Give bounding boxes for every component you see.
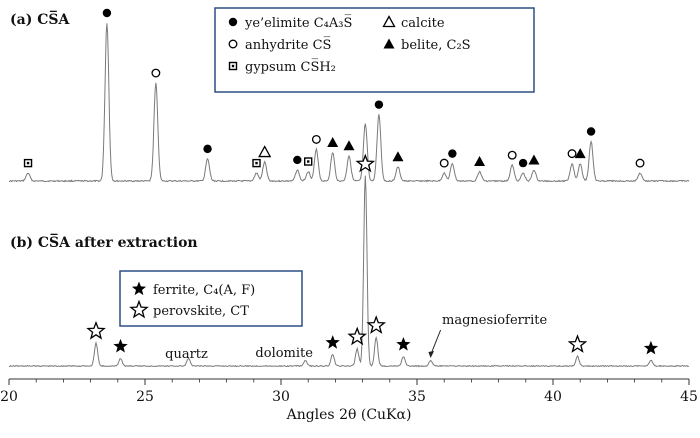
panel-b-trace — [8, 175, 690, 368]
peak-marker-open-circle-23 — [635, 158, 645, 168]
peak-marker-filled-star-4 — [325, 335, 340, 349]
peak-marker-filled-triangle-21 — [574, 148, 586, 159]
peak-marker-open-circle-2 — [151, 68, 161, 78]
panel-b-legend: ferrite, C₄(A, F) perovskite, CT — [129, 281, 255, 319]
x-tick-label-5: 45 — [680, 389, 698, 405]
legend-label-0: ye’elimite C₄A₃S̅ — [244, 15, 352, 31]
peak-marker-open-star-5 — [347, 326, 367, 346]
peak-marker-filled-star-8 — [396, 337, 411, 351]
panel-a-legend: ye’elimite C₄A₃S̅ anhydrite CS̅ gypsum CS̅… — [228, 15, 471, 75]
x-tick-label-0: 20 — [0, 389, 18, 405]
annotation-2: magnesioferrite — [442, 313, 547, 328]
peak-marker-filled-triangle-13 — [392, 151, 404, 162]
legend-open-circle-icon — [228, 39, 238, 49]
peak-marker-dotted-square-7 — [304, 157, 313, 166]
panel-b: (b) CS̅A after extraction ferrite, C₄(A,… — [8, 153, 690, 368]
legend-label-0: ferrite, C₄(A, F) — [153, 283, 255, 298]
panel-a-trace — [9, 23, 690, 183]
legend-open-star-icon — [129, 299, 149, 319]
peak-marker-filled-circle-15 — [448, 149, 457, 158]
peak-marker-open-circle-8 — [311, 134, 321, 144]
annotation-arrow-line — [430, 329, 442, 356]
peak-marker-filled-circle-3 — [203, 144, 212, 154]
peak-marker-filled-triangle-9 — [327, 137, 339, 148]
panel-a-legend-box — [214, 7, 535, 93]
panel-b-label: (b) CS̅A after extraction — [10, 232, 198, 251]
panel-b-markers — [86, 153, 659, 355]
x-tick-label-2: 30 — [272, 389, 290, 405]
panel-b-annotations: quartz dolomite magnesioferrite — [165, 313, 547, 362]
peak-marker-filled-circle-6 — [293, 155, 302, 165]
peak-marker-filled-circle-12 — [374, 100, 384, 109]
annotation-0: quartz — [165, 347, 208, 362]
peak-marker-open-star-10 — [567, 334, 588, 353]
panel-a-label: (a) CS̅A — [10, 9, 70, 28]
x-tick-label-1: 25 — [136, 389, 154, 405]
peak-marker-filled-star-1 — [113, 338, 128, 353]
legend-filled-circle-icon — [228, 17, 238, 27]
panel-a-markers — [23, 8, 645, 168]
peak-marker-open-star-6 — [355, 153, 376, 173]
panel-a: (a) CS̅A ye’elimite C₄A₃S̅ anhydrite CS̅ g… — [9, 7, 690, 183]
x-tick-label-3: 35 — [408, 389, 426, 405]
peak-marker-filled-circle-1 — [102, 8, 112, 18]
peak-marker-filled-triangle-19 — [528, 154, 540, 165]
legend-dotted-square-icon — [228, 61, 238, 71]
panel-b-legend-box — [119, 270, 303, 327]
peak-marker-open-circle-14 — [439, 158, 449, 168]
annotation-arrow-head — [428, 351, 435, 358]
peak-marker-open-star-7 — [366, 315, 387, 334]
x-tick-label-4: 40 — [544, 389, 562, 405]
legend-filled-triangle-icon — [383, 38, 395, 49]
legend-filled-star-icon — [131, 281, 147, 296]
peak-marker-open-circle-17 — [507, 150, 517, 160]
legend-label-1: perovskite, CT — [153, 304, 249, 319]
legend-label-2: gypsum CS̅H₂ — [245, 59, 336, 75]
x-axis-title: Angles 2θ (CuKα) — [286, 407, 412, 423]
legend-label-1: anhydrite CS̅ — [245, 37, 331, 53]
peak-marker-filled-triangle-10 — [343, 140, 355, 151]
peak-marker-dotted-square-4 — [252, 158, 261, 168]
peak-marker-filled-circle-22 — [586, 127, 596, 136]
peak-marker-open-star-0 — [86, 320, 106, 340]
peak-marker-dotted-square-0 — [23, 158, 33, 168]
legend-label-4: belite, C₂S — [401, 38, 471, 53]
peak-marker-filled-circle-18 — [518, 158, 528, 168]
annotation-1: dolomite — [255, 346, 313, 361]
x-axis: 20 25 30 35 40 45 Angles 2θ (CuKα) — [0, 378, 698, 423]
peak-marker-filled-star-11 — [643, 340, 659, 355]
legend-open-triangle-icon — [382, 15, 396, 28]
peak-marker-open-triangle-5 — [258, 145, 272, 158]
x-axis-ticks: 20 25 30 35 40 45 — [0, 379, 698, 405]
legend-label-3: calcite — [401, 16, 445, 31]
peak-marker-filled-triangle-16 — [474, 156, 486, 167]
peak-marker-open-circle-20 — [567, 149, 577, 159]
